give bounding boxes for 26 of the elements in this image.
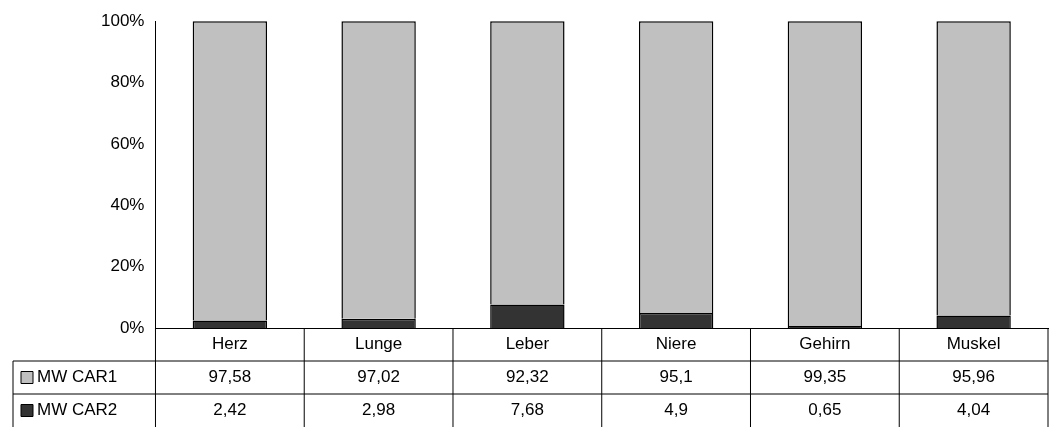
data-label: 99,35: [803, 367, 847, 387]
data-label: 0,65: [808, 400, 842, 420]
data-label: 97,58: [208, 367, 252, 387]
data-label: 7,68: [510, 400, 544, 420]
data-label: 2,42: [213, 400, 247, 420]
y-tick-label: 0%: [119, 317, 145, 337]
y-tick-label: 60%: [110, 133, 145, 153]
data-label: 4,04: [957, 400, 991, 420]
x-tick-label: Muskel: [946, 334, 1001, 354]
data-label: 4,9: [664, 400, 688, 420]
y-tick-label: 80%: [110, 72, 145, 92]
x-tick-label: Lunge: [354, 334, 403, 354]
x-tick-label: Leber: [505, 334, 550, 354]
x-tick-label: Gehirn: [799, 334, 851, 354]
x-tick-label: Herz: [211, 334, 248, 354]
data-label: 92,32: [506, 367, 549, 387]
legend-label: MW CAR1: [37, 367, 118, 387]
data-label: 95,96: [952, 367, 995, 387]
data-label: 2,98: [362, 400, 396, 420]
x-tick-label: Niere: [655, 334, 697, 354]
data-label: 95,1: [659, 367, 693, 387]
y-tick-label: 20%: [110, 256, 145, 276]
y-tick-label: 100%: [101, 10, 145, 30]
y-tick-label: 40%: [110, 194, 145, 214]
data-label: 97,02: [357, 367, 400, 387]
legend-label: MW CAR2: [37, 400, 118, 420]
